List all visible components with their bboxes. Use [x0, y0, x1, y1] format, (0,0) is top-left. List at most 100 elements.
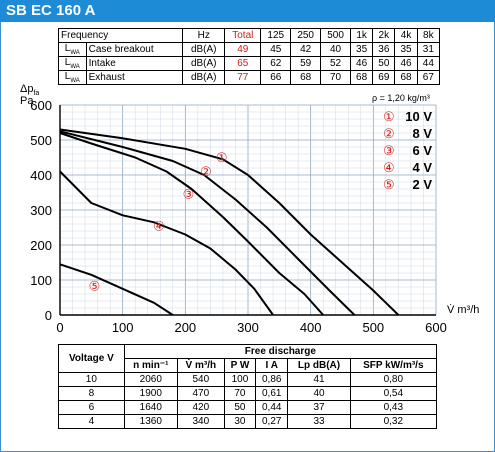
- table-cell: 37: [287, 400, 351, 415]
- legend-marker: ④: [383, 160, 395, 175]
- table-cell: 1360: [123, 414, 178, 429]
- table-cell: 340: [176, 414, 225, 429]
- fan-curve-4: [59, 170, 274, 316]
- y-axis-subscript: fa: [33, 90, 39, 97]
- x-tick-label: 400: [300, 320, 322, 335]
- y-tick-label: 0: [45, 308, 52, 323]
- band-cell: 8k: [416, 28, 441, 43]
- column-header: V̇ m³/h: [176, 358, 225, 373]
- curve-marker: ④: [153, 218, 165, 233]
- x-tick-label: 0: [56, 320, 63, 335]
- table-cell: 0,54: [349, 386, 438, 401]
- band-value: 67: [416, 70, 441, 85]
- x-tick-label: 200: [174, 320, 196, 335]
- frequency-header-row: Frequency Hz Total 125 250 500 1k 2k 4k …: [57, 28, 441, 43]
- chart-labels: 0 100 200 300 400 500 6000100200300400500600Δp…: [20, 83, 479, 335]
- legend-marker: ①: [383, 109, 395, 124]
- x-tick-label: 500: [362, 320, 384, 335]
- y-tick-label: 100: [30, 273, 52, 288]
- band-cell: 1k: [349, 28, 374, 43]
- row-name: Intake: [85, 56, 184, 71]
- band-value: 59: [290, 56, 322, 71]
- y-axis-symbol: Δp: [20, 83, 33, 95]
- band-cell: 250: [290, 28, 322, 43]
- lwa-subscript: WA: [70, 64, 80, 70]
- row-unit: dB(A): [182, 42, 226, 57]
- legend-label: 2 V: [412, 177, 432, 192]
- band-value: 69: [372, 70, 396, 85]
- x-tick-label: 100: [112, 320, 134, 335]
- fan-curve-chart: 0 100 200 300 400 500 6000100200300400500600Δp…: [20, 83, 479, 335]
- title-banner: SB EC 160 A: [0, 0, 495, 22]
- fan-curve-2: [59, 130, 356, 316]
- band-value: 46: [349, 56, 374, 71]
- band-value: 35: [394, 42, 418, 57]
- table-cell: 100: [223, 372, 257, 387]
- table-cell: 8: [58, 386, 125, 401]
- legend-label: 6 V: [412, 143, 432, 158]
- column-header: P W: [223, 358, 257, 373]
- table-cell: 0,27: [255, 414, 289, 429]
- table-cell: 4: [58, 414, 125, 429]
- table-cell: 0,86: [255, 372, 289, 387]
- table-cell: 1900: [123, 386, 178, 401]
- legend-marker: ②: [383, 126, 395, 141]
- y-axis-unit: Pa: [20, 95, 34, 107]
- band-value: 62: [260, 56, 292, 71]
- band-value: 52: [320, 56, 351, 71]
- voltage-header: Voltage V: [58, 344, 125, 373]
- band-value: 45: [260, 42, 292, 57]
- table-row: 10 2060 540 100 0,86 41 0,80: [58, 372, 438, 387]
- row-name: Case breakout: [85, 42, 184, 57]
- table-cell: 1640: [123, 400, 178, 415]
- table-cell: 41: [287, 372, 351, 387]
- lwa-letter: L: [64, 71, 71, 82]
- fan-curve-3: [59, 132, 324, 316]
- table-row: LWA Exhaust dB(A) 77 66 68 70 68 69 68 6…: [58, 70, 441, 85]
- table-header-row: Voltage V Free discharge: [58, 344, 438, 373]
- row-unit: dB(A): [182, 70, 226, 85]
- product-title: SB EC 160 A: [6, 2, 96, 19]
- table-row: LWA Case breakout dB(A) 49 45 42 40 35 3…: [58, 42, 441, 57]
- band-cell: 125: [260, 28, 292, 43]
- fan-curve-5: [59, 263, 174, 316]
- legend-marker: ⑤: [383, 177, 395, 192]
- density-note: ρ = 1,20 kg/m³: [372, 93, 430, 103]
- hz-label: Hz: [182, 28, 226, 43]
- table-cell: 2060: [123, 372, 178, 387]
- legend-marker: ③: [383, 143, 395, 158]
- total-label: Total: [224, 28, 262, 43]
- y-axis-label: Δpfa: [20, 83, 39, 97]
- sound-power-table: Frequency Hz Total 125 250 500 1k 2k 4k …: [57, 28, 441, 85]
- table-row: 4 1360 340 30 0,27 33 0,32: [58, 414, 438, 429]
- lwa-subscript: WA: [70, 50, 80, 56]
- table-cell: 70: [223, 386, 257, 401]
- y-tick-label: 300: [30, 203, 52, 218]
- band-cell: 2k: [372, 28, 396, 43]
- y-tick-label: 500: [30, 133, 52, 148]
- table-cell: 470: [176, 386, 225, 401]
- y-tick-label: 600: [30, 98, 52, 113]
- table-cell: 0,61: [255, 386, 289, 401]
- table-row: 8 1900 470 70 0,61 40 0,54: [58, 386, 438, 401]
- lwa-symbol: LWA: [58, 70, 87, 85]
- lwa-symbol: LWA: [58, 42, 87, 57]
- row-total: 49: [224, 42, 262, 57]
- chart-curves: [59, 128, 400, 316]
- y-tick-label: 200: [30, 238, 52, 253]
- x-tick-label: 300: [237, 320, 259, 335]
- table-header-row: n min⁻¹ V̇ m³/h P W I A Lp dB(A) SFP kW/…: [59, 358, 438, 373]
- table-row: 6 1640 420 50 0,44 37 0,43: [58, 400, 438, 415]
- y-tick-label: 400: [30, 168, 52, 183]
- table-cell: 0,43: [349, 400, 438, 415]
- table-cell: 420: [176, 400, 225, 415]
- lwa-subscript: WA: [70, 78, 80, 84]
- legend-label: 4 V: [412, 160, 432, 175]
- curve-marker: ⑤: [89, 278, 101, 293]
- frequency-label: Frequency: [57, 28, 184, 43]
- lwa-symbol: LWA: [58, 56, 87, 71]
- column-header: I A: [255, 358, 289, 373]
- row-total: 77: [224, 70, 262, 85]
- lwa-letter: L: [64, 57, 71, 68]
- row-total: 65: [224, 56, 262, 71]
